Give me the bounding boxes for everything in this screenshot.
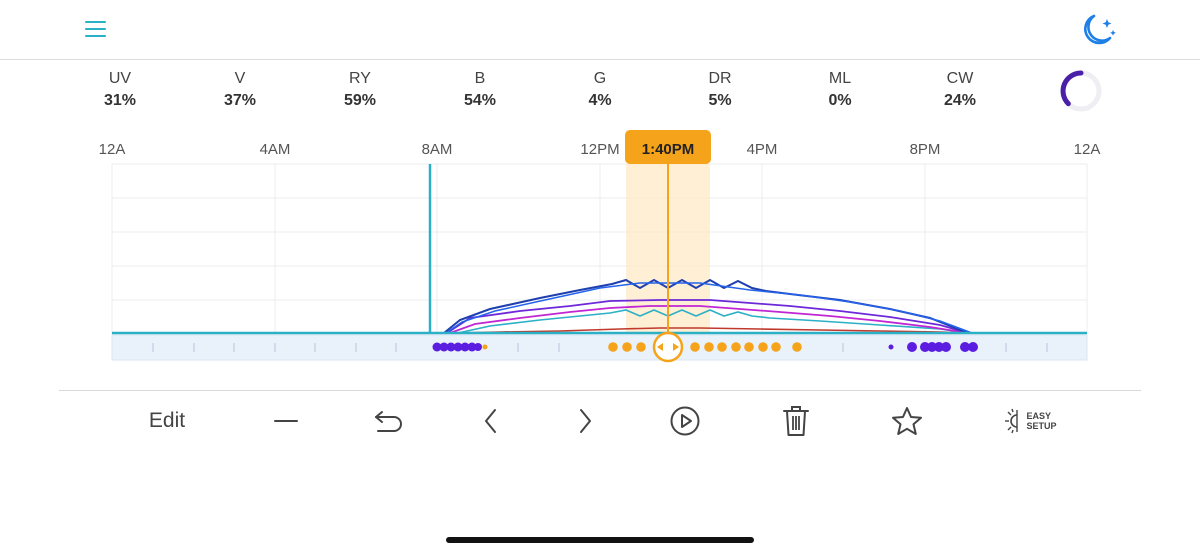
channel-name: ML xyxy=(828,70,852,87)
channel-dr[interactable]: DR 5% xyxy=(660,68,780,112)
edit-label: Edit xyxy=(148,409,186,432)
delete-button[interactable] xyxy=(772,395,820,447)
time-label: 12PM xyxy=(580,141,619,158)
channel-name: G xyxy=(593,70,607,87)
curve-b xyxy=(446,299,969,334)
channel-readouts: UV 31% V 37% RY 59% B 54% G 4% DR 5% ML … xyxy=(60,68,1140,118)
trash-icon xyxy=(783,406,809,436)
keyframe-dots[interactable] xyxy=(432,342,979,352)
channel-value: 0% xyxy=(828,92,852,109)
chart-grid xyxy=(111,163,1088,334)
time-label: 8AM xyxy=(422,141,453,158)
time-label: 4PM xyxy=(747,141,778,158)
favorite-button[interactable] xyxy=(883,395,931,447)
channel-value: 59% xyxy=(343,92,377,109)
scrubber-ticks xyxy=(152,343,1048,352)
previous-button[interactable] xyxy=(467,395,515,447)
hamburger-menu-icon[interactable] xyxy=(84,18,108,40)
channel-name: V xyxy=(234,70,246,87)
loading-spinner-icon xyxy=(1058,68,1104,114)
channel-g[interactable]: G 4% xyxy=(540,68,660,112)
curve-uv xyxy=(449,305,969,334)
channel-uv[interactable]: UV 31% xyxy=(60,68,180,112)
channel-ry[interactable]: RY 59% xyxy=(300,68,420,112)
channel-value: 31% xyxy=(103,92,137,109)
channel-value: 5% xyxy=(708,92,732,109)
undo-button[interactable] xyxy=(365,395,413,447)
next-button[interactable] xyxy=(561,395,609,447)
channel-ml[interactable]: ML 0% xyxy=(780,68,900,112)
top-bar xyxy=(0,0,1200,60)
home-indicator xyxy=(446,537,754,543)
easy-setup-line2: SETUP xyxy=(1026,421,1057,431)
easy-setup-icon xyxy=(1005,408,1019,434)
channel-name: CW xyxy=(946,70,974,87)
channel-v[interactable]: V 37% xyxy=(180,68,300,112)
arrow-left-icon xyxy=(657,343,663,351)
current-time-label: 1:40PM xyxy=(642,141,695,158)
channel-b[interactable]: B 54% xyxy=(420,68,540,112)
bottom-toolbar: Edit EASY SETUP xyxy=(0,395,1200,450)
star-icon xyxy=(892,407,922,435)
lighting-timeline-chart[interactable]: 12A 4AM 8AM 12PM 4PM 8PM 12A 1:40PM xyxy=(0,128,1200,368)
channel-value: 4% xyxy=(588,92,612,109)
channel-name: DR xyxy=(708,70,732,87)
time-label: 12A xyxy=(99,141,126,158)
channel-value: 37% xyxy=(223,92,257,109)
channel-cw[interactable]: CW 24% xyxy=(900,68,1020,112)
arrow-right-icon xyxy=(673,343,679,351)
time-label: 4AM xyxy=(260,141,291,158)
minus-icon xyxy=(274,420,298,422)
moon-stars-icon[interactable] xyxy=(1072,8,1118,52)
easy-setup-button[interactable]: EASY SETUP xyxy=(1000,395,1060,447)
play-button[interactable] xyxy=(661,395,709,447)
toolbar-divider xyxy=(59,390,1141,391)
channel-name: B xyxy=(474,70,486,87)
easy-setup-line1: EASY xyxy=(1026,411,1051,421)
time-label: 12A xyxy=(1074,141,1101,158)
undo-icon xyxy=(375,411,402,432)
current-time-badge xyxy=(625,130,711,164)
play-icon xyxy=(670,406,700,436)
minus-button[interactable] xyxy=(262,395,310,447)
channel-name: RY xyxy=(349,70,371,87)
curve-dr xyxy=(445,282,973,334)
channel-name: UV xyxy=(108,70,132,87)
curve-ry xyxy=(454,327,969,334)
scrubber-handle[interactable] xyxy=(652,331,684,363)
easy-setup-label: EASY SETUP xyxy=(1026,411,1056,431)
channel-value: 24% xyxy=(943,92,977,109)
time-label: 8PM xyxy=(910,141,941,158)
chevron-right-icon xyxy=(580,409,591,433)
edit-button[interactable]: Edit xyxy=(127,395,207,447)
channel-value: 54% xyxy=(463,92,497,109)
chevron-left-icon xyxy=(485,409,496,433)
curve-v xyxy=(457,309,969,334)
